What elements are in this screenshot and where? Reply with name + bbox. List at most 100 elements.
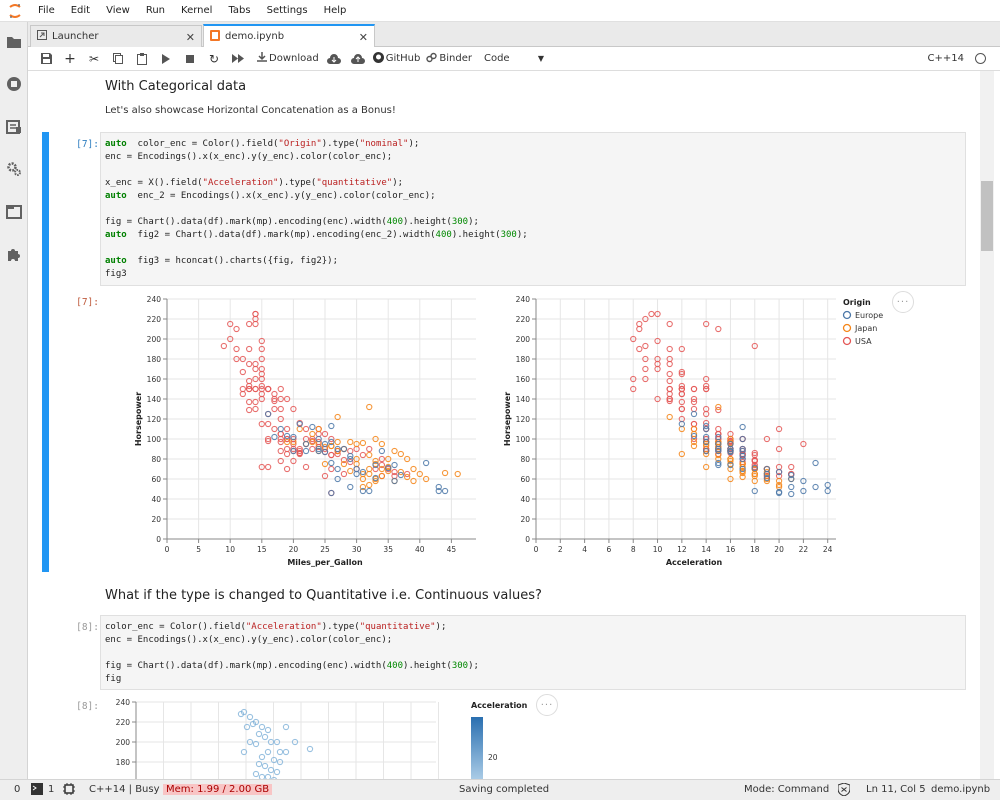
- cut-icon[interactable]: ✂: [88, 51, 100, 66]
- scatter-chart-quantitative: 160 180 200 220 240: [116, 698, 439, 779]
- github-button[interactable]: GitHub: [370, 47, 424, 71]
- scrollbar-thumb[interactable]: [981, 181, 993, 251]
- data-point-usa: [296, 447, 303, 455]
- data-point-usa: [283, 425, 291, 433]
- chart-actions-menu-icon[interactable]: ···: [536, 694, 558, 716]
- data-point-usa: [775, 445, 783, 453]
- running-sessions-icon[interactable]: [4, 74, 24, 94]
- menu-tabs[interactable]: Tabs: [228, 5, 251, 16]
- property-inspector-gear-icon[interactable]: [4, 159, 24, 179]
- cloud-upload-icon[interactable]: [346, 47, 370, 71]
- download-button[interactable]: Download: [254, 47, 322, 71]
- insert-cell-icon[interactable]: +: [64, 50, 76, 67]
- copy-icon[interactable]: [106, 47, 130, 71]
- y-tick-label: 220: [516, 315, 531, 324]
- save-icon[interactable]: [34, 47, 58, 71]
- trusted-shield-icon[interactable]: [837, 782, 851, 799]
- data-point-europe: [727, 447, 734, 455]
- binder-label: Binder: [439, 53, 472, 64]
- y-axis-label: Horsepower: [134, 392, 143, 446]
- extension-manager-icon[interactable]: [4, 244, 24, 264]
- data-point-usa: [630, 375, 637, 383]
- data-point-usa: [666, 390, 673, 398]
- command-palette-icon[interactable]: [4, 117, 24, 137]
- output-prompt: [8]:: [76, 701, 99, 712]
- terminal-count[interactable]: 0: [14, 784, 21, 795]
- y-axis-label: Horsepower: [503, 392, 512, 446]
- data-point-japan: [359, 475, 367, 483]
- data-point: [240, 748, 248, 756]
- jupyter-logo-icon: [0, 0, 30, 22]
- data-point-japan: [366, 470, 373, 478]
- cloud-download-icon[interactable]: [322, 47, 346, 71]
- data-point-japan: [739, 473, 746, 481]
- stop-icon[interactable]: [178, 47, 202, 71]
- menu-run[interactable]: Run: [145, 5, 166, 16]
- tab-launcher[interactable]: Launcher ✕: [30, 25, 202, 47]
- tabs-icon[interactable]: [4, 202, 24, 222]
- restart-icon[interactable]: ↻: [208, 51, 220, 66]
- y-tick-label: 120: [516, 415, 531, 424]
- data-point-usa: [636, 325, 643, 333]
- data-point-usa: [239, 390, 246, 398]
- data-point-usa: [296, 445, 303, 453]
- notebook-mode[interactable]: Mode: Command: [744, 784, 830, 795]
- data-point-usa: [290, 440, 297, 448]
- data-point-usa: [340, 470, 348, 478]
- data-point-usa: [283, 450, 291, 458]
- kernel-count[interactable]: 1: [48, 784, 55, 795]
- run-icon[interactable]: [154, 47, 178, 71]
- data-point-usa: [715, 406, 722, 414]
- y-tick-label: 60: [520, 475, 530, 484]
- close-tab-icon[interactable]: ✕: [358, 31, 368, 44]
- data-point-usa: [239, 368, 246, 376]
- data-point-usa: [290, 457, 297, 465]
- data-point-europe: [385, 464, 392, 472]
- data-point: [264, 726, 272, 734]
- data-point-europe: [763, 474, 771, 482]
- x-tick-label: 20: [774, 545, 784, 554]
- legend-tick-label: 20: [488, 753, 498, 762]
- kernel-icon: [63, 783, 75, 798]
- data-point-usa: [309, 445, 316, 453]
- data-point-europe: [703, 425, 710, 433]
- menu-file[interactable]: File: [38, 5, 55, 16]
- menu-help[interactable]: Help: [323, 5, 347, 16]
- data-point-usa: [666, 395, 673, 403]
- menu-settings[interactable]: Settings: [266, 5, 308, 16]
- notebook-scrollbar[interactable]: [980, 71, 994, 779]
- x-tick-label: 10: [653, 545, 663, 554]
- data-point-usa: [252, 310, 259, 318]
- tab-demo-notebook[interactable]: demo.ipynb ✕: [203, 24, 375, 47]
- x-tick-label: 10: [225, 545, 235, 554]
- code-cell-editor[interactable]: auto color_enc = Color().field("Origin")…: [100, 132, 966, 286]
- fast-forward-icon[interactable]: [226, 47, 250, 71]
- file-browser-icon[interactable]: [4, 32, 24, 52]
- data-point-japan: [703, 463, 710, 471]
- data-point-japan: [359, 483, 367, 491]
- menu-view[interactable]: View: [106, 5, 130, 16]
- y-tick-label: 160: [147, 375, 162, 384]
- active-cell-bar[interactable]: [42, 132, 49, 572]
- data-point-usa: [630, 335, 637, 343]
- cursor-position[interactable]: Ln 11, Col 5: [866, 784, 926, 795]
- menu-kernel[interactable]: Kernel: [181, 5, 213, 16]
- kernel-name[interactable]: C++14: [927, 53, 964, 64]
- y-tick-label: 80: [520, 455, 530, 464]
- x-axis-label: Miles_per_Gallon: [287, 558, 363, 567]
- data-point-usa: [636, 320, 643, 328]
- data-point-usa: [678, 382, 685, 390]
- data-point-usa: [703, 375, 710, 383]
- chart-actions-menu-icon[interactable]: ···: [892, 291, 914, 313]
- code-line: fig: [105, 674, 122, 684]
- close-tab-icon[interactable]: ✕: [185, 31, 195, 44]
- menu-edit[interactable]: Edit: [70, 5, 91, 16]
- code-cell-editor[interactable]: color_enc = Color().field("Acceleration"…: [100, 615, 966, 690]
- data-point-japan: [366, 481, 373, 489]
- cell-type-select[interactable]: Code ▼: [481, 47, 547, 71]
- paste-icon[interactable]: [130, 47, 154, 71]
- binder-button[interactable]: Binder: [423, 47, 475, 71]
- x-tick-label: 20: [289, 545, 299, 554]
- kernel-status-text[interactable]: C++14 | Busy: [89, 784, 160, 795]
- code-line: auto fig3 = hconcat().charts({fig, fig2}…: [105, 256, 339, 266]
